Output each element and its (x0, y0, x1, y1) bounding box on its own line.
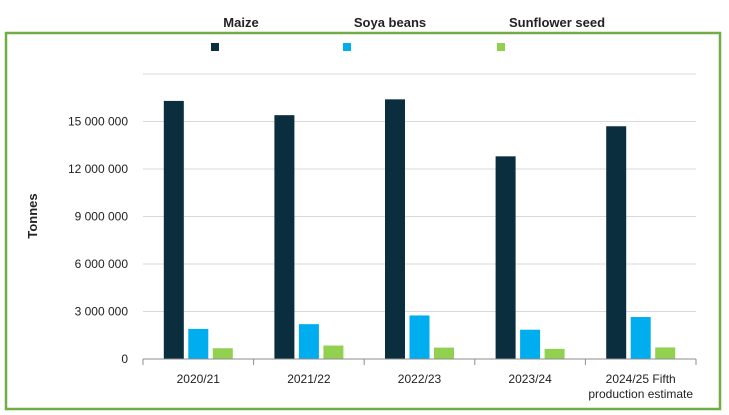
bar-2-3 (544, 348, 565, 359)
bar-1-2 (409, 315, 430, 359)
chart-frame (4, 31, 722, 411)
legend: Maize Soya beans Sunflower seed (211, 15, 605, 51)
bar-2-1 (323, 345, 344, 359)
legend-label-0: Maize (223, 15, 258, 30)
x-tick-label-3: 2023/24 (508, 372, 552, 386)
bar-2-4 (655, 347, 676, 359)
y-tick-label-5: 15 000 000 (68, 115, 128, 129)
bar-1-0 (188, 328, 209, 359)
bar-1-1 (298, 324, 319, 359)
bar-2-2 (434, 347, 454, 359)
bar-0-1 (274, 115, 295, 360)
y-axis-ticks: 0 3 000 000 6 000 000 9 000 000 12 000 000 15… (68, 115, 128, 367)
bar-0-0 (163, 100, 184, 360)
x-tick-label-0: 2020/21 (177, 372, 221, 386)
bars (163, 99, 676, 360)
bar-2-0 (212, 348, 233, 359)
x-axis (142, 358, 697, 365)
x-tick-label-2: 2022/23 (398, 372, 442, 386)
bar-1-4 (630, 317, 651, 359)
y-tick-label-1: 3 000 000 (75, 305, 129, 319)
y-tick-label-3: 9 000 000 (75, 210, 129, 224)
y-tick-label-0: 0 (121, 352, 128, 366)
legend-swatch-1 (343, 43, 351, 51)
x-axis-ticks: 2020/21 2021/22 2022/23 2023/24 2024/25 Fift… (177, 372, 694, 401)
bar-0-2 (385, 99, 405, 359)
legend-swatch-0 (211, 43, 219, 51)
x-tick-label-4: 2024/25 Fifth production estimate (588, 372, 693, 401)
legend-label-2: Sunflower seed (509, 15, 605, 30)
bar-0-3 (495, 156, 516, 359)
x-tick-label-1: 2021/22 (287, 372, 331, 386)
bar-1-3 (520, 329, 541, 359)
gridlines (143, 73, 696, 312)
bar-0-4 (606, 126, 627, 359)
legend-swatch-2 (497, 43, 505, 51)
y-tick-label-2: 6 000 000 (75, 257, 129, 271)
y-tick-label-4: 12 000 000 (68, 162, 128, 176)
y-axis-title: Tonnes (25, 193, 40, 238)
legend-label-1: Soya beans (354, 15, 426, 30)
